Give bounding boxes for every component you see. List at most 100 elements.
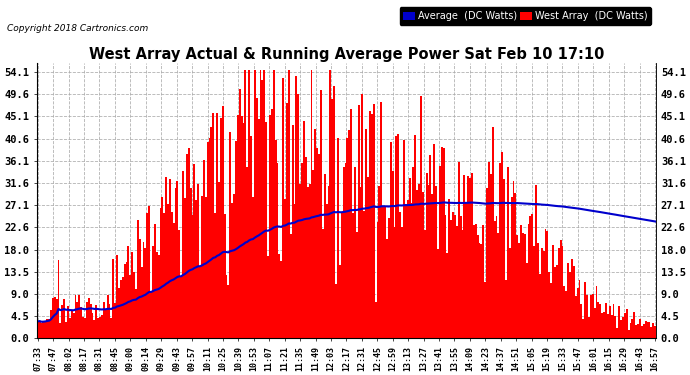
Bar (390, 142, 392, 338)
Bar (228, 285, 229, 338)
Bar (63, 299, 65, 338)
Bar (339, 265, 341, 338)
Bar (329, 70, 331, 338)
Bar (446, 253, 448, 338)
Bar (320, 90, 322, 338)
Bar (564, 286, 565, 338)
Bar (647, 322, 649, 338)
Bar (543, 251, 544, 338)
Bar (233, 194, 235, 338)
Bar (367, 177, 369, 338)
Bar (282, 78, 284, 338)
Bar (37, 321, 39, 338)
Bar (135, 289, 137, 338)
Bar (61, 304, 63, 338)
Bar (72, 314, 75, 338)
Bar (54, 297, 56, 338)
Bar (546, 231, 549, 338)
Bar (369, 111, 371, 338)
Bar (39, 321, 41, 338)
Bar (295, 75, 297, 338)
Bar (492, 127, 493, 338)
Bar (184, 198, 186, 338)
Bar (169, 179, 171, 338)
Bar (115, 303, 116, 338)
Bar (69, 318, 71, 338)
Bar (443, 148, 444, 338)
Bar (303, 121, 305, 338)
Bar (229, 132, 231, 338)
Bar (356, 232, 357, 338)
Bar (518, 243, 520, 338)
Bar (105, 309, 107, 338)
Bar (588, 317, 590, 338)
Bar (79, 295, 80, 338)
Bar (609, 306, 611, 338)
Bar (337, 138, 339, 338)
Bar (579, 280, 580, 338)
Bar (428, 185, 429, 338)
Bar (199, 266, 201, 338)
Bar (213, 113, 215, 338)
Bar (582, 319, 584, 338)
Bar (133, 272, 135, 338)
Bar (395, 136, 397, 338)
Bar (128, 246, 129, 338)
Bar (107, 295, 108, 338)
Bar (429, 155, 431, 338)
Bar (600, 304, 601, 338)
Bar (562, 246, 564, 338)
Bar (231, 203, 233, 338)
Bar (143, 242, 144, 338)
Bar (286, 103, 288, 338)
Bar (558, 248, 560, 338)
Bar (57, 260, 59, 338)
Bar (293, 204, 295, 338)
Bar (126, 262, 128, 338)
Bar (507, 167, 509, 338)
Bar (405, 204, 407, 338)
Bar (215, 213, 216, 338)
Bar (331, 99, 333, 338)
Bar (586, 295, 588, 338)
Bar (99, 317, 101, 338)
Bar (513, 182, 514, 338)
Bar (280, 261, 282, 338)
Bar (144, 248, 146, 338)
Bar (618, 306, 620, 338)
Bar (629, 323, 631, 338)
Bar (305, 157, 307, 338)
Bar (437, 249, 439, 338)
Bar (457, 162, 460, 338)
Bar (179, 230, 180, 338)
Bar (365, 129, 367, 338)
Bar (460, 216, 462, 338)
Bar (598, 302, 600, 338)
Bar (471, 173, 473, 338)
Bar (531, 214, 533, 338)
Bar (165, 177, 167, 338)
Bar (431, 195, 433, 338)
Bar (121, 276, 124, 338)
Bar (373, 104, 375, 338)
Bar (92, 313, 93, 338)
Bar (310, 70, 313, 338)
Bar (448, 200, 450, 338)
Bar (626, 309, 628, 338)
Bar (84, 318, 86, 338)
Bar (324, 174, 326, 338)
Bar (137, 220, 139, 338)
Bar (208, 138, 210, 338)
Bar (307, 187, 308, 338)
Bar (221, 106, 224, 338)
Legend: Average  (DC Watts), West Array  (DC Watts): Average (DC Watts), West Array (DC Watts… (400, 7, 651, 25)
Bar (652, 323, 654, 338)
Bar (316, 148, 318, 338)
Bar (131, 252, 133, 338)
Bar (524, 234, 526, 338)
Bar (456, 226, 457, 338)
Bar (433, 144, 435, 338)
Bar (93, 320, 95, 338)
Bar (161, 197, 164, 338)
Bar (267, 256, 269, 338)
